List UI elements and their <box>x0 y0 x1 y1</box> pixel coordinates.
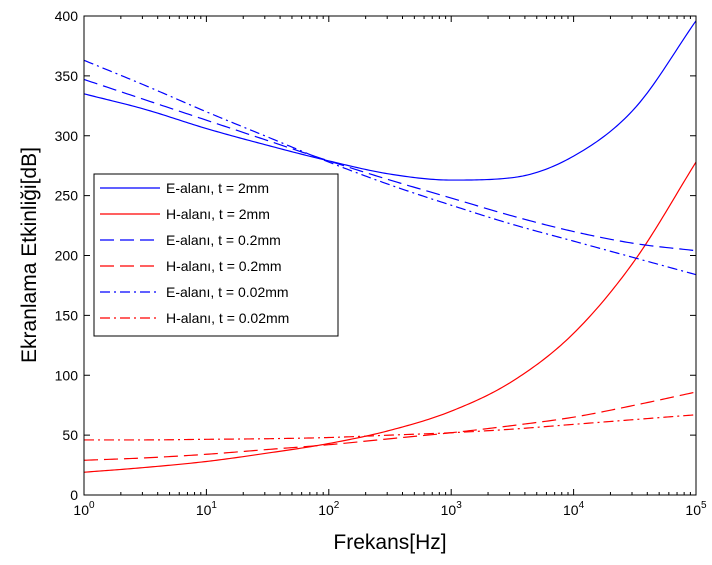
y-tick-label: 150 <box>55 307 79 323</box>
legend: E-alanı, t = 2mm H-alanı, t = 2mm E-alanı,… <box>93 173 339 337</box>
series-line-1 <box>83 20 697 181</box>
legend-label-2: H-alanı, t = 2mm <box>166 206 270 222</box>
legend-entries: E-alanı, t = 2mm H-alanı, t = 2mm E-alanı,… <box>100 180 289 326</box>
y-axis-label: Ekranlama Etkinliği[dB] <box>18 147 41 363</box>
y-tick-label: 200 <box>55 248 79 264</box>
x-tick-label: 102 <box>318 500 340 518</box>
y-tick-label: 350 <box>55 68 79 84</box>
x-tick-label: 103 <box>441 500 463 518</box>
x-tick-label: 101 <box>196 500 218 518</box>
legend-label-5: E-alanı, t = 0.02mm <box>166 284 289 300</box>
legend-label-3: E-alanı, t = 0.2mm <box>166 232 281 248</box>
series-line-6 <box>84 414 697 441</box>
series-line-5 <box>83 59 697 276</box>
legend-label-6: H-alanı, t = 0.02mm <box>166 310 289 326</box>
x-axis-label: Frekans[Hz] <box>333 531 446 554</box>
legend-box <box>93 173 339 337</box>
x-tick-label: 105 <box>685 500 707 518</box>
series-line-3 <box>83 78 697 252</box>
series-line-4 <box>83 391 697 461</box>
y-tick-label: 100 <box>55 367 79 383</box>
y-tick-label: 250 <box>55 188 79 204</box>
series-line-2 <box>83 161 697 473</box>
x-tick-label: 104 <box>563 500 585 518</box>
legend-label-4: H-alanı, t = 0.2mm <box>166 258 282 274</box>
y-tick-label: 400 <box>55 8 79 24</box>
legend-label-1: E-alanı, t = 2mm <box>166 180 269 196</box>
x-tick-label: 100 <box>73 500 95 518</box>
series-layer <box>83 20 697 473</box>
y-tick-label: 0 <box>70 487 78 503</box>
plot-frame <box>83 15 697 496</box>
y-tick-label: 50 <box>62 427 78 443</box>
y-tick-label: 300 <box>55 128 79 144</box>
